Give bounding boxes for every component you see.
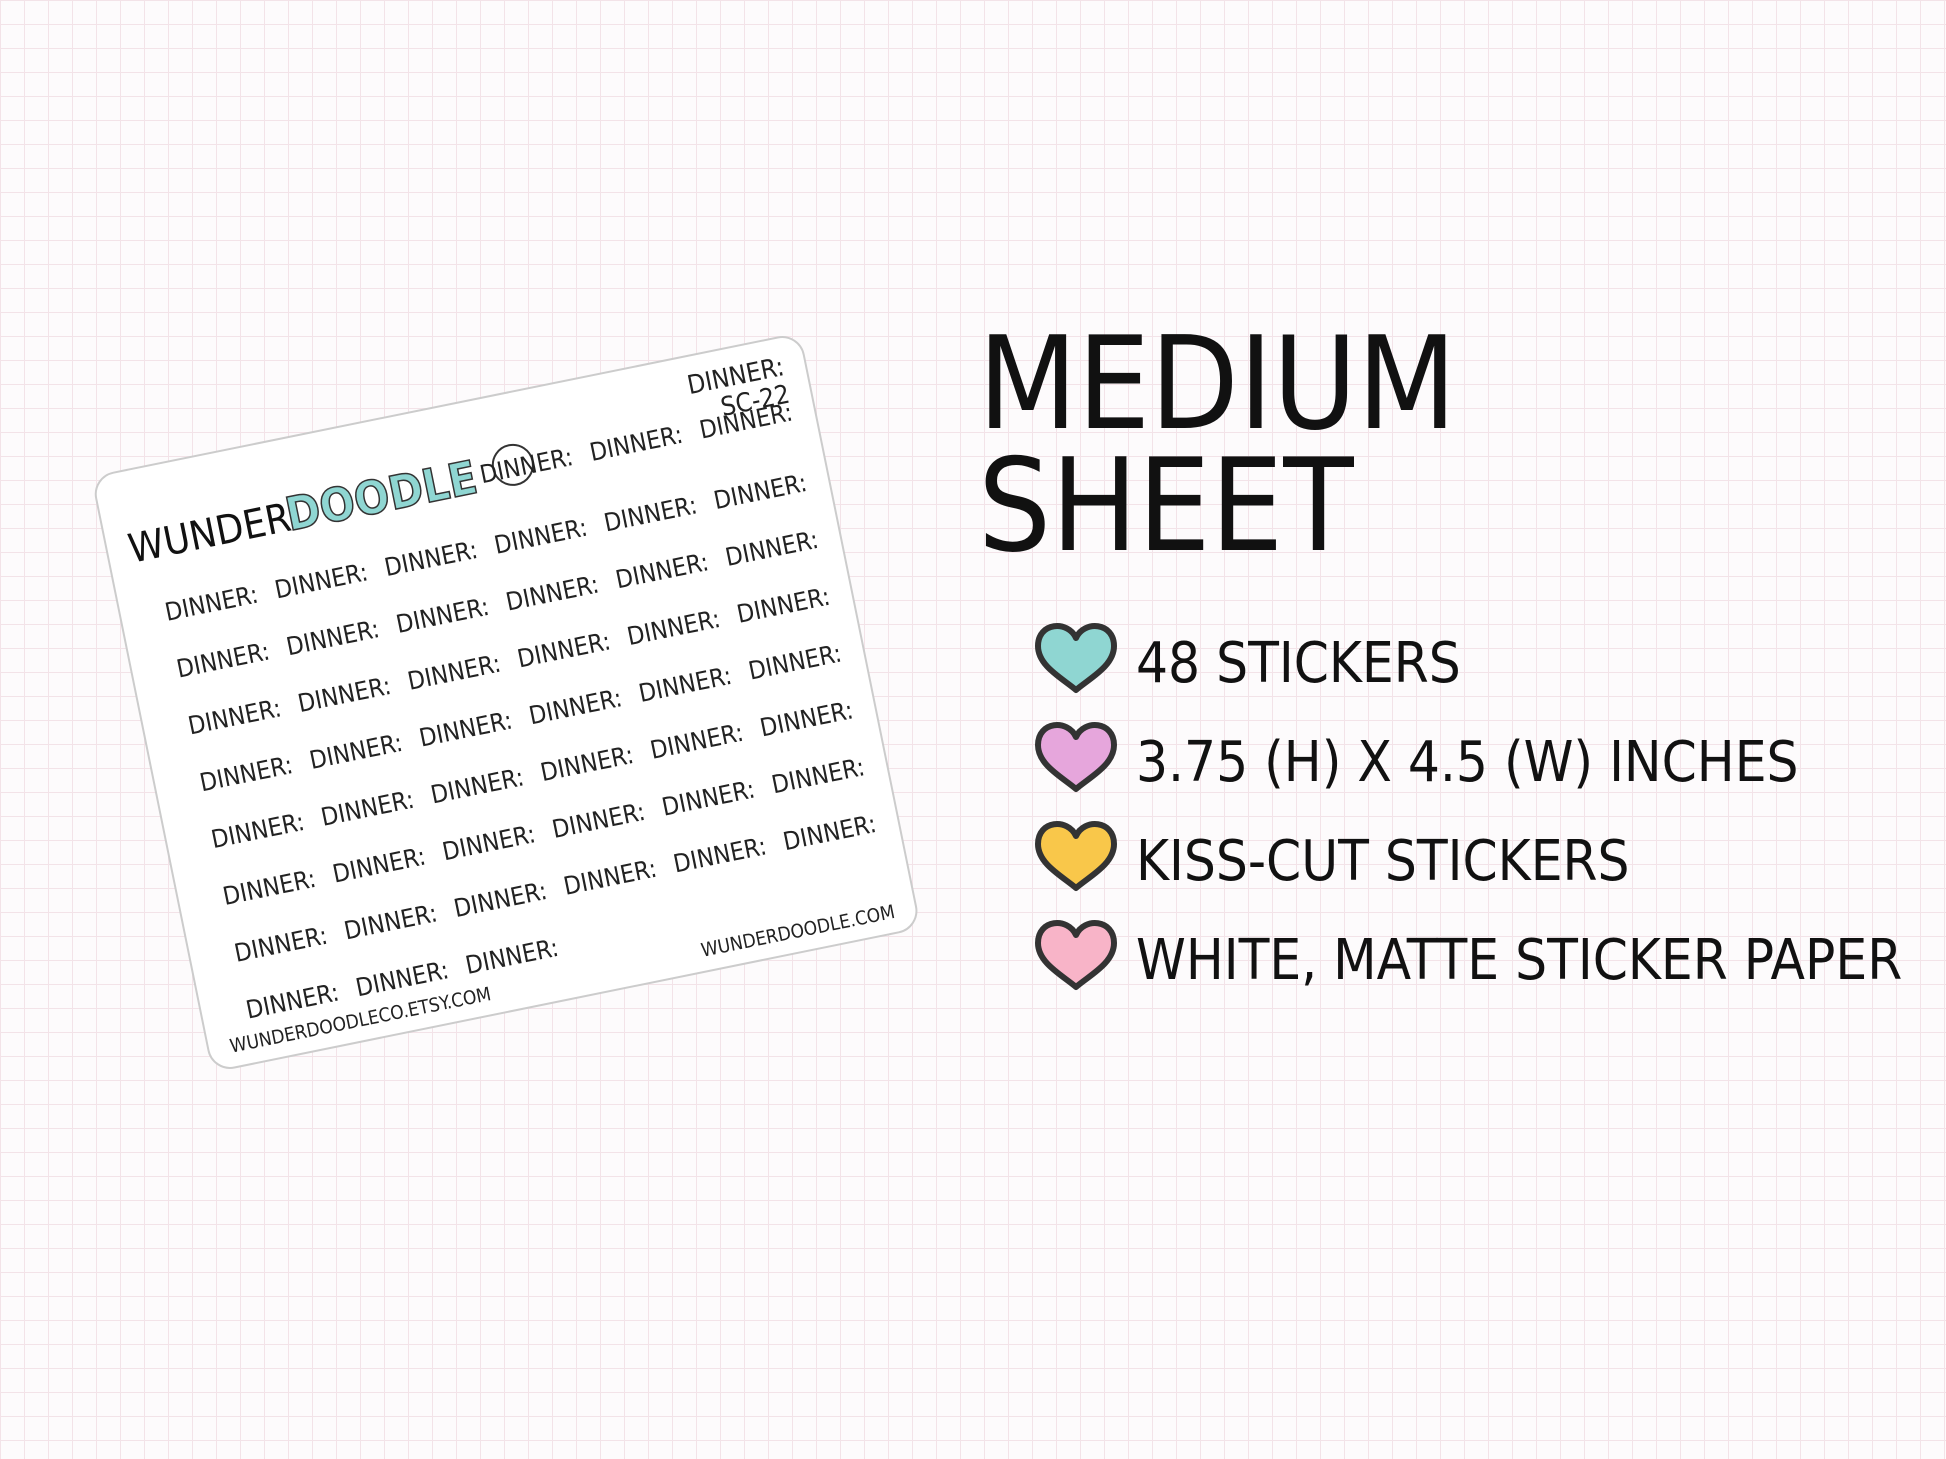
bunny-icon [491, 443, 534, 486]
title-line1: MEDIUM [978, 310, 1456, 459]
heart-icon [1035, 821, 1117, 891]
feature-text: KISS-CUT STICKERS [1136, 829, 1630, 894]
sheet-paper [94, 336, 918, 1069]
heart-icon [1035, 722, 1117, 792]
sticker-sheet: WUNDER DOODLE DINNER: SC-22 WUNDERDOODLE… [94, 336, 918, 1069]
feature-text: WHITE, MATTE STICKER PAPER [1136, 928, 1902, 993]
feature-text: 3.75 (H) X 4.5 (W) INCHES [1136, 730, 1799, 795]
heart-icon [1035, 623, 1117, 693]
feature-list: 48 STICKERS 3.75 (H) X 4.5 (W) INCHES KISS… [1035, 623, 1902, 993]
title-line2: SHEET [978, 432, 1354, 581]
feature-text: 48 STICKERS [1136, 631, 1461, 696]
heart-icon [1035, 920, 1117, 990]
